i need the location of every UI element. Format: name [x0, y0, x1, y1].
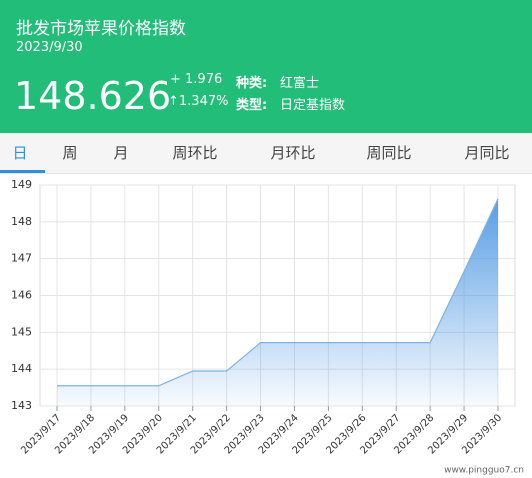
tab[interactable]: 周	[62, 144, 78, 162]
area	[57, 198, 498, 406]
y-tick-label: 148	[11, 215, 32, 228]
watermark: www.pingguo7.cn	[444, 466, 524, 476]
y-tick-label: 143	[11, 399, 32, 412]
y-tick-label: 145	[11, 325, 32, 338]
y-tick-label: 149	[11, 178, 32, 191]
change: + 1.976	[170, 72, 223, 87]
tab[interactable]: 周环比	[172, 144, 218, 162]
title: 批发市场苹果价格指数	[16, 19, 186, 39]
type: 日定基指数	[280, 98, 346, 113]
header: 批发市场苹果价格指数 2023/9/30 148.626 + 1.976 ↑1.…	[0, 0, 532, 133]
tab[interactable]: 月	[113, 144, 129, 162]
tab[interactable]: 日	[12, 144, 28, 162]
kind: 红富士	[280, 76, 320, 91]
date: 2023/9/30	[16, 40, 83, 55]
y-tick-label: 146	[11, 289, 32, 302]
y-tick-label: 147	[11, 252, 32, 265]
tab-underline	[0, 170, 45, 173]
tab[interactable]: 月同比	[464, 144, 510, 162]
change-pct: ↑1.347%	[168, 94, 229, 109]
kind-label: 种类:	[236, 76, 268, 91]
type-label: 类型:	[236, 98, 268, 113]
y-tick-label: 144	[11, 362, 32, 375]
line	[57, 198, 499, 387]
tab-bar: 日 周 月 周环比 月环比 周同比 月同比	[0, 133, 532, 174]
index-value: 148.626	[14, 74, 172, 118]
tab[interactable]: 周同比	[366, 144, 412, 162]
tab[interactable]: 月环比	[270, 144, 316, 162]
